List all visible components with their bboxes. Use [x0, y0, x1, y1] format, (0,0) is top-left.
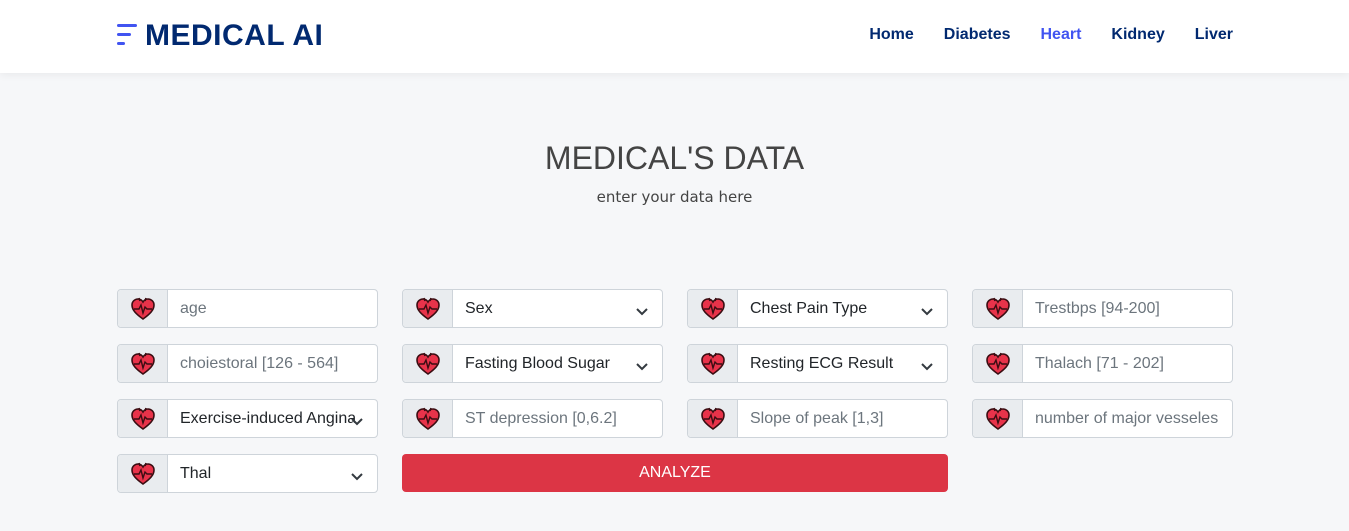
input-placeholder: Trestbps [94-200] — [1035, 299, 1160, 317]
heart-icon — [688, 345, 738, 382]
select-value: Resting ECG Result — [750, 354, 894, 372]
select-value: Sex — [465, 299, 493, 317]
heart-icon — [403, 400, 453, 437]
form-field: Chest Pain Type — [687, 289, 948, 328]
select-field[interactable]: Chest Pain Type — [738, 290, 947, 327]
select-field[interactable]: Exercise-induced Angina — [168, 400, 377, 437]
form-field: Resting ECG Result — [687, 344, 948, 383]
form-field: Exercise-induced Angina — [117, 399, 378, 438]
chevron-down-icon — [351, 468, 363, 481]
form-field: Trestbps [94-200] — [972, 289, 1233, 328]
input-placeholder: age — [180, 299, 207, 317]
input-placeholder: Thalach [71 - 202] — [1035, 354, 1164, 372]
page-title: MEDICAL'S DATA — [544, 140, 805, 176]
select-field[interactable]: Fasting Blood Sugar — [453, 345, 662, 382]
form-field: Thalach [71 - 202] — [972, 344, 1233, 383]
form-field: age — [117, 289, 378, 328]
main-nav: Home Diabetes Heart Kidney Liver — [839, 24, 1233, 46]
chevron-down-icon — [921, 303, 933, 316]
nav-link-home[interactable]: Home — [869, 26, 914, 43]
input-placeholder: ST depression [0,6.2] — [465, 409, 617, 427]
nav-link-heart[interactable]: Heart — [1040, 26, 1082, 43]
heart-icon — [403, 290, 453, 327]
heart-icon — [118, 400, 168, 437]
form-field: number of major vesseles — [972, 399, 1233, 438]
text-input[interactable]: choiestoral [126 - 564] — [168, 345, 377, 382]
menu-lines-icon — [117, 22, 139, 50]
heart-icon — [973, 345, 1023, 382]
heart-icon — [403, 345, 453, 382]
input-placeholder: number of major vesseles — [1035, 409, 1219, 427]
nav-link-diabetes[interactable]: Diabetes — [943, 26, 1011, 43]
form-field: choiestoral [126 - 564] — [117, 344, 378, 383]
nav-link-liver[interactable]: Liver — [1194, 26, 1233, 43]
form-field: Fasting Blood Sugar — [402, 344, 663, 383]
page-subtitle: enter your data here — [596, 188, 753, 206]
heart-icon — [688, 290, 738, 327]
nav-link-kidney[interactable]: Kidney — [1111, 26, 1165, 43]
select-value: Exercise-induced Angina — [180, 409, 357, 427]
brand-name: MEDICAL AI — [145, 19, 324, 52]
select-field[interactable]: Resting ECG Result — [738, 345, 947, 382]
heart-icon — [118, 345, 168, 382]
text-input[interactable]: number of major vesseles — [1023, 400, 1232, 437]
heart-icon — [118, 290, 168, 327]
heart-icon — [688, 400, 738, 437]
select-value: Chest Pain Type — [750, 299, 868, 317]
chevron-down-icon — [351, 413, 363, 426]
input-placeholder: Slope of peak [1,3] — [750, 409, 884, 427]
heart-icon — [118, 455, 168, 492]
heart-icon — [973, 400, 1023, 437]
navbar: MEDICAL AI Home Diabetes Heart Kidney Li… — [0, 0, 1349, 73]
logo[interactable]: MEDICAL AI — [117, 19, 324, 52]
chevron-down-icon — [636, 358, 648, 371]
analyze-button[interactable]: ANALYZE — [402, 454, 948, 492]
heart-icon — [973, 290, 1023, 327]
select-field[interactable]: Sex — [453, 290, 662, 327]
form-field: Thal — [117, 454, 378, 493]
select-value: Fasting Blood Sugar — [465, 354, 610, 372]
form-field: Slope of peak [1,3] — [687, 399, 948, 438]
text-input[interactable]: age — [168, 290, 377, 327]
select-field[interactable]: Thal — [168, 455, 377, 492]
form-field: ST depression [0,6.2] — [402, 399, 663, 438]
select-value: Thal — [180, 464, 212, 482]
text-input[interactable]: ST depression [0,6.2] — [453, 400, 662, 437]
text-input[interactable]: Trestbps [94-200] — [1023, 290, 1232, 327]
text-input[interactable]: Slope of peak [1,3] — [738, 400, 947, 437]
text-input[interactable]: Thalach [71 - 202] — [1023, 345, 1232, 382]
chevron-down-icon — [636, 303, 648, 316]
input-placeholder: choiestoral [126 - 564] — [180, 354, 339, 372]
chevron-down-icon — [921, 358, 933, 371]
form-field: Sex — [402, 289, 663, 328]
